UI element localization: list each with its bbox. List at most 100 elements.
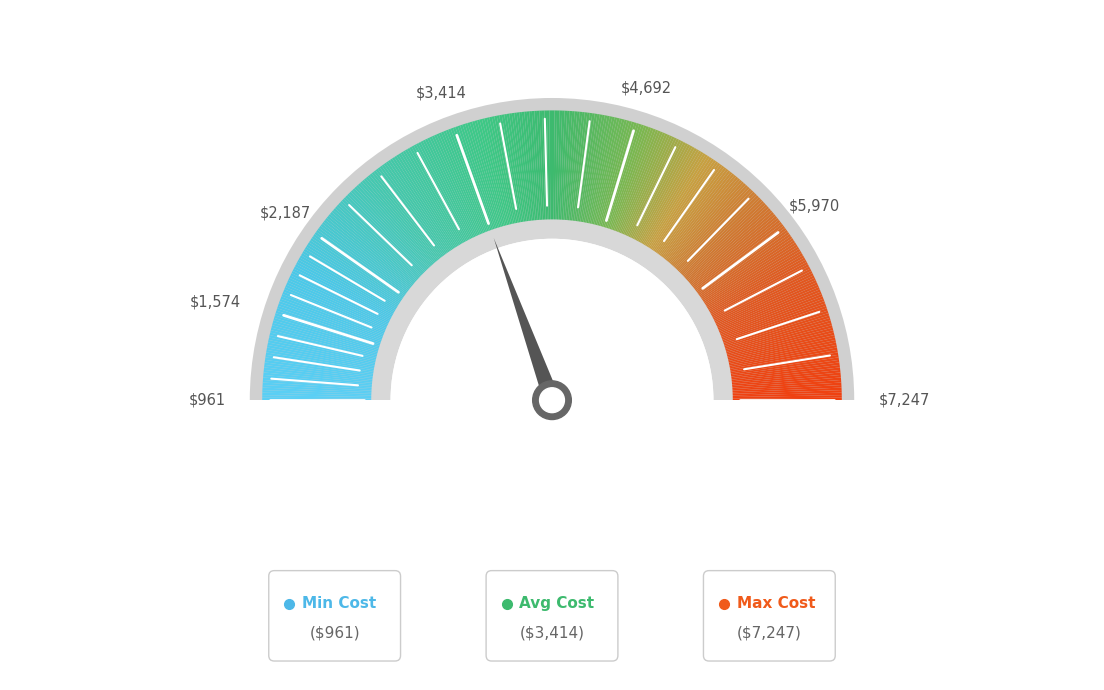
Wedge shape: [718, 287, 820, 332]
Wedge shape: [436, 133, 482, 236]
Wedge shape: [495, 116, 518, 224]
Wedge shape: [401, 152, 459, 247]
Wedge shape: [689, 214, 776, 286]
Wedge shape: [444, 130, 486, 234]
Wedge shape: [587, 116, 613, 225]
Wedge shape: [314, 234, 405, 299]
Wedge shape: [593, 118, 619, 226]
Wedge shape: [701, 238, 794, 301]
Wedge shape: [327, 216, 414, 287]
Wedge shape: [423, 140, 474, 239]
Wedge shape: [723, 313, 829, 348]
Wedge shape: [365, 177, 438, 263]
Wedge shape: [343, 197, 424, 275]
Wedge shape: [467, 122, 501, 228]
Wedge shape: [585, 115, 607, 224]
Wedge shape: [618, 130, 660, 234]
Wedge shape: [421, 141, 471, 240]
Circle shape: [540, 388, 564, 413]
Wedge shape: [574, 112, 590, 222]
Wedge shape: [603, 122, 637, 228]
Wedge shape: [405, 149, 463, 246]
Wedge shape: [289, 275, 390, 324]
Wedge shape: [463, 124, 498, 230]
Wedge shape: [382, 164, 448, 255]
Wedge shape: [338, 203, 421, 279]
Wedge shape: [309, 240, 402, 302]
Wedge shape: [392, 157, 454, 250]
Wedge shape: [703, 244, 798, 305]
Wedge shape: [597, 119, 627, 227]
Wedge shape: [335, 206, 418, 282]
Wedge shape: [266, 347, 375, 369]
Wedge shape: [630, 140, 681, 239]
Wedge shape: [264, 367, 374, 382]
Wedge shape: [263, 388, 373, 394]
Wedge shape: [263, 373, 373, 384]
Wedge shape: [640, 148, 697, 245]
Wedge shape: [263, 395, 373, 399]
Wedge shape: [577, 113, 595, 223]
Wedge shape: [275, 313, 381, 348]
Wedge shape: [639, 147, 694, 244]
Wedge shape: [265, 357, 374, 375]
Wedge shape: [272, 323, 379, 354]
Wedge shape: [481, 119, 510, 226]
Wedge shape: [660, 169, 729, 258]
Wedge shape: [697, 230, 788, 296]
Wedge shape: [282, 294, 385, 336]
Wedge shape: [682, 201, 764, 278]
Wedge shape: [714, 278, 816, 326]
Wedge shape: [721, 304, 826, 342]
Wedge shape: [646, 153, 705, 248]
Wedge shape: [659, 167, 726, 257]
Wedge shape: [514, 112, 530, 222]
Wedge shape: [546, 110, 551, 221]
Wedge shape: [267, 345, 375, 368]
Wedge shape: [720, 296, 824, 337]
Wedge shape: [729, 345, 837, 368]
Wedge shape: [681, 199, 762, 277]
Wedge shape: [286, 282, 389, 328]
Wedge shape: [399, 153, 458, 248]
Wedge shape: [274, 315, 381, 349]
Text: $2,187: $2,187: [259, 205, 310, 220]
Wedge shape: [373, 170, 443, 259]
Wedge shape: [655, 163, 720, 254]
Text: Avg Cost: Avg Cost: [519, 596, 594, 611]
Wedge shape: [598, 120, 629, 227]
Wedge shape: [448, 129, 489, 233]
Wedge shape: [700, 236, 793, 300]
Wedge shape: [731, 388, 841, 394]
Text: ($3,414): ($3,414): [520, 626, 584, 641]
Wedge shape: [524, 112, 537, 221]
Wedge shape: [723, 315, 830, 349]
Wedge shape: [491, 116, 517, 225]
Wedge shape: [690, 216, 777, 287]
Wedge shape: [412, 146, 466, 244]
Wedge shape: [499, 115, 521, 224]
Wedge shape: [266, 353, 375, 372]
Wedge shape: [263, 375, 373, 386]
Wedge shape: [708, 255, 804, 312]
Wedge shape: [626, 137, 675, 237]
Wedge shape: [362, 180, 435, 265]
Wedge shape: [264, 370, 373, 383]
Wedge shape: [540, 110, 545, 221]
Wedge shape: [331, 210, 416, 284]
Wedge shape: [410, 147, 465, 244]
Wedge shape: [487, 117, 513, 226]
Wedge shape: [726, 333, 835, 360]
Wedge shape: [612, 127, 651, 232]
Wedge shape: [678, 193, 757, 273]
Wedge shape: [295, 264, 394, 317]
Wedge shape: [719, 294, 822, 336]
Wedge shape: [537, 110, 544, 221]
Wedge shape: [725, 328, 834, 357]
Wedge shape: [722, 306, 827, 344]
Wedge shape: [390, 159, 453, 251]
Wedge shape: [418, 142, 470, 241]
Wedge shape: [293, 268, 392, 320]
Wedge shape: [553, 110, 558, 221]
Wedge shape: [615, 129, 656, 233]
